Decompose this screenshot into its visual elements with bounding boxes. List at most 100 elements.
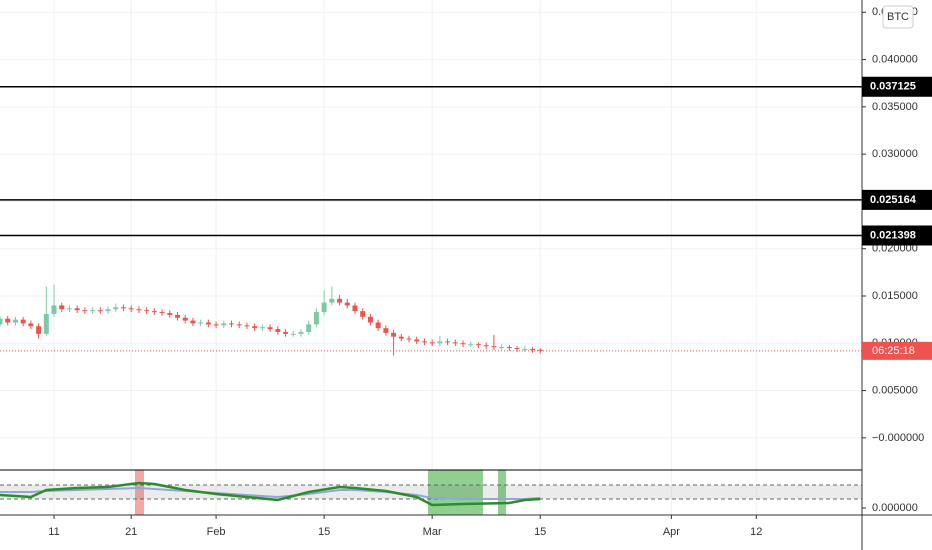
candle-body xyxy=(12,319,18,323)
candle-body xyxy=(82,310,88,312)
candle-body xyxy=(452,342,458,344)
candle-body xyxy=(252,326,258,329)
x-tick-label: 15 xyxy=(318,526,330,538)
candle-body xyxy=(337,298,343,303)
candle-body xyxy=(36,326,42,334)
candle-body xyxy=(0,318,3,325)
candle-body xyxy=(375,322,381,329)
candle-body xyxy=(221,323,227,326)
candle-body xyxy=(499,347,505,349)
candle-body xyxy=(421,341,427,343)
candle-body xyxy=(151,311,157,313)
candle-body xyxy=(367,316,373,323)
candle-body xyxy=(514,348,520,350)
x-tick-label: Mar xyxy=(423,526,442,538)
price-label: 0.021398 xyxy=(870,229,916,241)
candle-body xyxy=(97,310,103,312)
candle-body xyxy=(429,342,435,344)
countdown-box xyxy=(862,341,932,360)
candle-body xyxy=(460,343,466,345)
candle-body xyxy=(136,309,142,311)
candle-body xyxy=(5,318,11,323)
currency-label[interactable]: BTC xyxy=(887,11,909,23)
candle-body xyxy=(236,324,242,326)
candle-body xyxy=(198,322,204,324)
y-tick-label: 0.000000 xyxy=(872,502,918,514)
candle-body xyxy=(468,344,474,346)
candle-body xyxy=(51,305,57,314)
candle-body xyxy=(182,317,188,321)
highlight xyxy=(428,470,483,515)
candle-body xyxy=(283,331,289,334)
candle-body xyxy=(144,310,150,312)
candle-body xyxy=(352,305,358,312)
candle-body xyxy=(529,348,535,350)
candle-body xyxy=(313,312,319,325)
candle-body xyxy=(167,313,173,315)
x-tick-label: Feb xyxy=(207,526,226,538)
highlight xyxy=(498,470,506,515)
candle-body xyxy=(174,314,180,318)
price-label-box xyxy=(862,76,932,97)
candle-body xyxy=(259,327,265,329)
grid xyxy=(0,0,862,515)
candle-body xyxy=(90,310,96,312)
candle-body xyxy=(159,312,165,314)
y-tick-label: 0.005000 xyxy=(872,384,918,396)
y-tick-label: 0.015000 xyxy=(872,290,918,302)
candle-body xyxy=(113,307,119,310)
price-label: 0.037125 xyxy=(870,81,916,93)
x-tick-label: 21 xyxy=(125,526,137,538)
x-tick-label: 12 xyxy=(750,526,762,538)
candle-body xyxy=(298,331,304,334)
candle-body xyxy=(321,302,327,313)
candle-body xyxy=(66,308,72,310)
candle-body xyxy=(267,327,273,330)
candle-body xyxy=(506,347,512,349)
candle-body xyxy=(491,346,497,348)
candle-body xyxy=(414,339,420,342)
candle-body xyxy=(522,348,528,350)
candle-body xyxy=(383,328,389,333)
candle-body xyxy=(391,332,397,337)
y-tick-label: 0.035000 xyxy=(872,101,918,113)
candle-body xyxy=(59,305,65,310)
y-tick-label: 0.020000 xyxy=(872,243,918,255)
candle-body xyxy=(306,324,312,332)
y-tick-label: 0.030000 xyxy=(872,148,918,160)
x-tick-label: 11 xyxy=(48,526,59,538)
indicator-line xyxy=(0,486,541,500)
candle-body xyxy=(344,302,350,306)
candle-body xyxy=(360,311,366,317)
currency-button[interactable] xyxy=(882,5,914,29)
candle-body xyxy=(213,324,219,326)
candle-body xyxy=(398,336,404,339)
candle-body xyxy=(329,298,335,303)
candle-body xyxy=(20,319,26,324)
candle-body xyxy=(120,307,126,309)
candle-body xyxy=(205,322,211,325)
candle-body xyxy=(445,341,451,343)
candle-body xyxy=(275,329,281,332)
candle-body xyxy=(105,309,111,312)
price-label: 0.025164 xyxy=(870,194,917,206)
candle-body xyxy=(190,320,196,324)
candle-body xyxy=(74,308,80,311)
candle-body xyxy=(475,344,481,346)
y-tick-label: −0.000000 xyxy=(872,432,924,444)
y-tick-label: 0.040000 xyxy=(872,53,918,65)
candle-body xyxy=(483,345,489,347)
highlight xyxy=(135,470,144,515)
candle-body xyxy=(290,333,296,335)
candle-body xyxy=(437,341,443,344)
band-fill xyxy=(0,485,862,499)
axis: −0.0000000.0050000.0100000.0150000.02000… xyxy=(48,6,932,538)
plot xyxy=(0,86,862,507)
indicator-line xyxy=(0,481,541,507)
countdown: 06:25:18 xyxy=(872,345,915,357)
candle-body xyxy=(128,308,134,310)
candle-body xyxy=(244,325,250,327)
x-tick-label: Apr xyxy=(663,526,680,538)
candle-body xyxy=(43,313,49,334)
